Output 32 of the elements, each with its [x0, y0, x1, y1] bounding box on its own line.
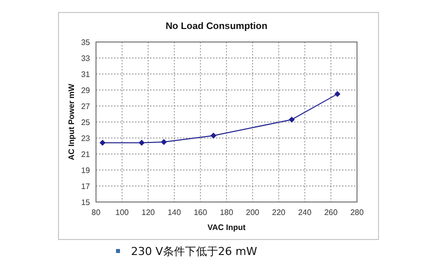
- x-tick-label: 220: [272, 208, 286, 217]
- point: [100, 140, 106, 146]
- point: [210, 132, 216, 139]
- y-tick-label: 21: [81, 150, 91, 159]
- y-tick-label: 35: [81, 38, 91, 47]
- text: 230 V条件下低于26 mW: [131, 245, 258, 258]
- y-tick-label: 15: [81, 198, 91, 207]
- point: [160, 139, 167, 145]
- x-tick-label: 240: [298, 208, 312, 217]
- y-tick-label: 29: [81, 86, 91, 95]
- y-tick-label: 23: [81, 134, 91, 143]
- point: [334, 91, 340, 97]
- x-tick-label: 120: [142, 208, 156, 217]
- x-tick-label: 260: [324, 208, 338, 217]
- y-tick-label: 17: [81, 182, 91, 191]
- chart-title: No Load Consumption: [166, 21, 268, 32]
- x-tick-label: 180: [220, 208, 234, 217]
- x-tick-label: 280: [350, 208, 364, 217]
- point: [138, 140, 145, 146]
- y-tick-label: 31: [81, 70, 91, 79]
- y-tick-label: 25: [81, 118, 91, 127]
- point: [288, 116, 295, 123]
- y-tick-label: 27: [81, 102, 91, 111]
- x-tick-label: 160: [194, 208, 208, 217]
- x-axis-title: VAC Input: [207, 223, 246, 232]
- x-tick-label: 200: [246, 208, 260, 217]
- y-tick-label: 33: [81, 54, 91, 63]
- x-tick-label: 100: [115, 208, 130, 217]
- y-tick-label: 19: [81, 166, 91, 175]
- y-axis-title: AC Input Power mW: [67, 83, 76, 160]
- x-tick-label: 80: [92, 208, 101, 217]
- x-tick-label: 140: [168, 208, 182, 217]
